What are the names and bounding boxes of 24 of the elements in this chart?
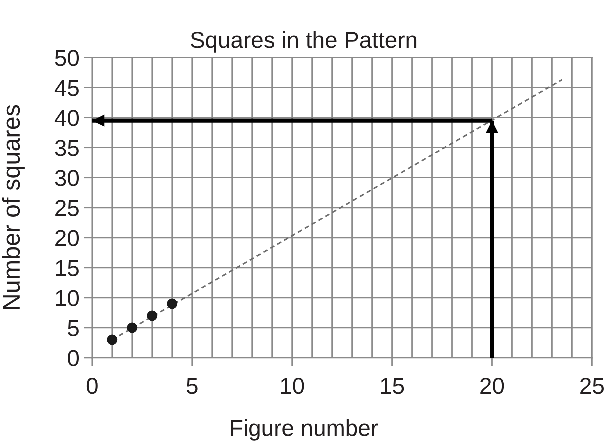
y-axis-title: Number of squares bbox=[2, 105, 25, 310]
y-tick-label: 20 bbox=[56, 230, 80, 246]
x-tick-label: 10 bbox=[281, 378, 304, 394]
x-tick-label: 5 bbox=[186, 378, 198, 394]
x-tick-label: 0 bbox=[86, 378, 98, 394]
x-tick-label: 15 bbox=[381, 378, 404, 394]
point bbox=[147, 310, 158, 322]
y-tick-label: 0 bbox=[68, 350, 80, 366]
chart-title: Squares in the Pattern bbox=[191, 31, 417, 53]
y-tick-label: 40 bbox=[54, 110, 80, 126]
y-tick-label: 15 bbox=[56, 260, 79, 276]
y-tick-label: 45 bbox=[54, 80, 79, 96]
x-axis-title: Figure number bbox=[231, 419, 378, 441]
y-tick-label: 5 bbox=[68, 320, 79, 336]
point bbox=[107, 334, 118, 346]
x-tick-label: 20 bbox=[480, 378, 504, 394]
y-tick-label: 25 bbox=[56, 200, 79, 216]
point bbox=[167, 298, 178, 310]
y-tick-label: 50 bbox=[55, 50, 80, 66]
point bbox=[127, 322, 138, 334]
y-tick-label: 10 bbox=[56, 290, 80, 306]
y-tick-label: 30 bbox=[55, 170, 80, 186]
y-tick-label: 35 bbox=[55, 140, 79, 156]
x-tick-label: 25 bbox=[580, 378, 604, 394]
